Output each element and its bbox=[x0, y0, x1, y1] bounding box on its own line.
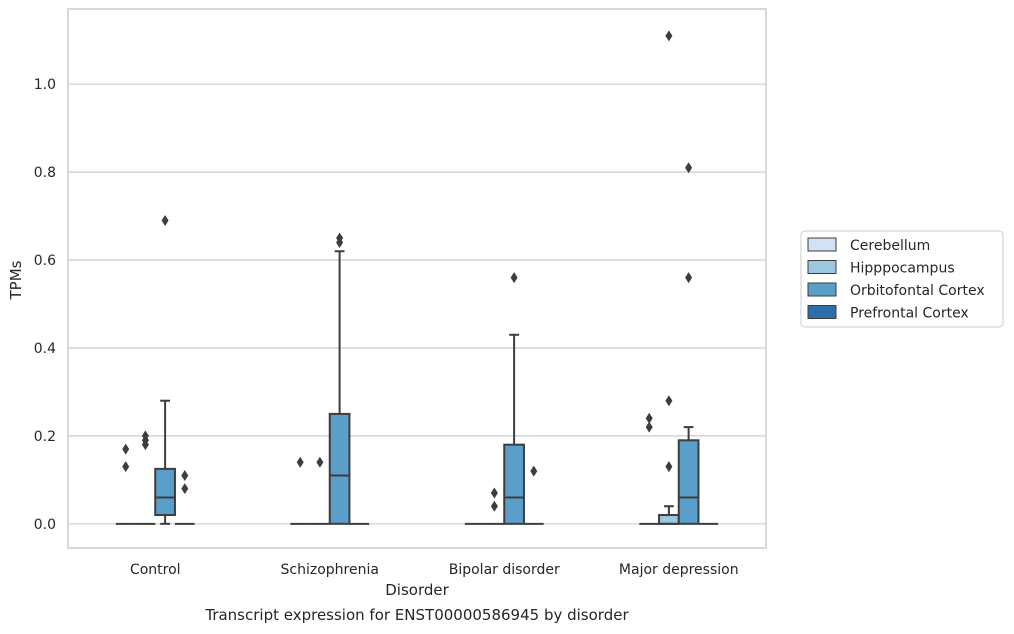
grid-lines bbox=[68, 83, 766, 525]
outlier-point bbox=[490, 500, 498, 512]
legend: Cerebellum Hipppocampus Orbitofontal Corte… bbox=[800, 230, 1004, 328]
outlier-point bbox=[296, 456, 304, 468]
box-cerebellum bbox=[290, 456, 311, 525]
legend-swatch bbox=[807, 260, 837, 274]
box-body bbox=[677, 439, 700, 525]
y-axis-title: TPMs bbox=[7, 260, 25, 300]
y-tick-label: 0.4 bbox=[34, 341, 56, 357]
outlier-point bbox=[161, 214, 169, 226]
x-tick-label: Major depression bbox=[619, 562, 739, 578]
legend-frame bbox=[800, 230, 1004, 328]
box-cerebellum bbox=[115, 443, 136, 525]
y-tick-label: 0.2 bbox=[34, 429, 56, 445]
box-orbitofontal-cortex bbox=[328, 232, 351, 525]
x-tick-label: Bipolar disorder bbox=[449, 562, 560, 578]
x-tick-label: Schizophrenia bbox=[281, 562, 379, 578]
outlier-point bbox=[645, 412, 653, 424]
chart-caption: Transcript expression for ENST0000058694… bbox=[205, 606, 629, 624]
outlier-point bbox=[336, 232, 344, 244]
box-orbitofontal-cortex bbox=[677, 162, 700, 525]
legend-label: Orbitofontal Cortex bbox=[850, 283, 985, 299]
outlier-point bbox=[685, 162, 693, 174]
y-tick-label: 0.0 bbox=[34, 517, 56, 533]
outlier-point bbox=[665, 461, 673, 473]
outlier-point bbox=[645, 421, 653, 433]
outlier-point bbox=[181, 469, 189, 481]
y-tick-labels: 0.0 0.2 0.4 0.6 0.8 1.0 bbox=[34, 77, 56, 533]
box-cerebellum bbox=[639, 412, 660, 525]
legend-label: Cerebellum bbox=[850, 238, 930, 254]
legend-label: Hipppocampus bbox=[850, 261, 955, 277]
box-orbitofontal-cortex bbox=[154, 214, 176, 525]
box-body bbox=[658, 514, 680, 525]
outlier-point bbox=[510, 272, 518, 284]
legend-label: Prefrontal Cortex bbox=[850, 306, 969, 322]
box-prefrontal-cortex bbox=[174, 469, 195, 525]
box-hipppocampus bbox=[658, 30, 680, 525]
outlier-point bbox=[181, 483, 189, 495]
y-tick-label: 0.8 bbox=[34, 165, 56, 181]
y-tick-label: 1.0 bbox=[34, 77, 56, 93]
y-tick-label: 0.6 bbox=[34, 253, 56, 269]
box-hipppocampus bbox=[484, 487, 505, 525]
x-tick-labels: Control Schizophrenia Bipolar disorder Majo… bbox=[130, 562, 739, 578]
box-layer bbox=[115, 30, 719, 525]
outlier-point bbox=[141, 430, 149, 442]
x-tick-label: Control bbox=[130, 562, 181, 578]
box-hipppocampus bbox=[135, 430, 156, 525]
legend-swatch bbox=[807, 305, 837, 319]
plot-frame bbox=[67, 8, 767, 549]
outlier-point bbox=[490, 487, 498, 499]
outlier-point bbox=[122, 461, 130, 473]
outlier-point bbox=[665, 395, 673, 407]
x-axis-title: Disorder bbox=[385, 581, 449, 599]
outlier-point bbox=[665, 30, 673, 42]
box-body bbox=[154, 467, 176, 517]
box-orbitofontal-cortex bbox=[503, 272, 525, 525]
outlier-point bbox=[122, 443, 130, 455]
box-body bbox=[503, 443, 525, 525]
box-body bbox=[328, 412, 351, 525]
box-hipppocampus bbox=[310, 456, 330, 525]
box-prefrontal-cortex bbox=[523, 465, 544, 525]
legend-swatch bbox=[807, 282, 837, 297]
legend-swatch bbox=[807, 237, 837, 252]
outlier-point bbox=[316, 456, 324, 468]
outlier-point bbox=[530, 465, 538, 477]
outlier-point bbox=[685, 272, 693, 284]
